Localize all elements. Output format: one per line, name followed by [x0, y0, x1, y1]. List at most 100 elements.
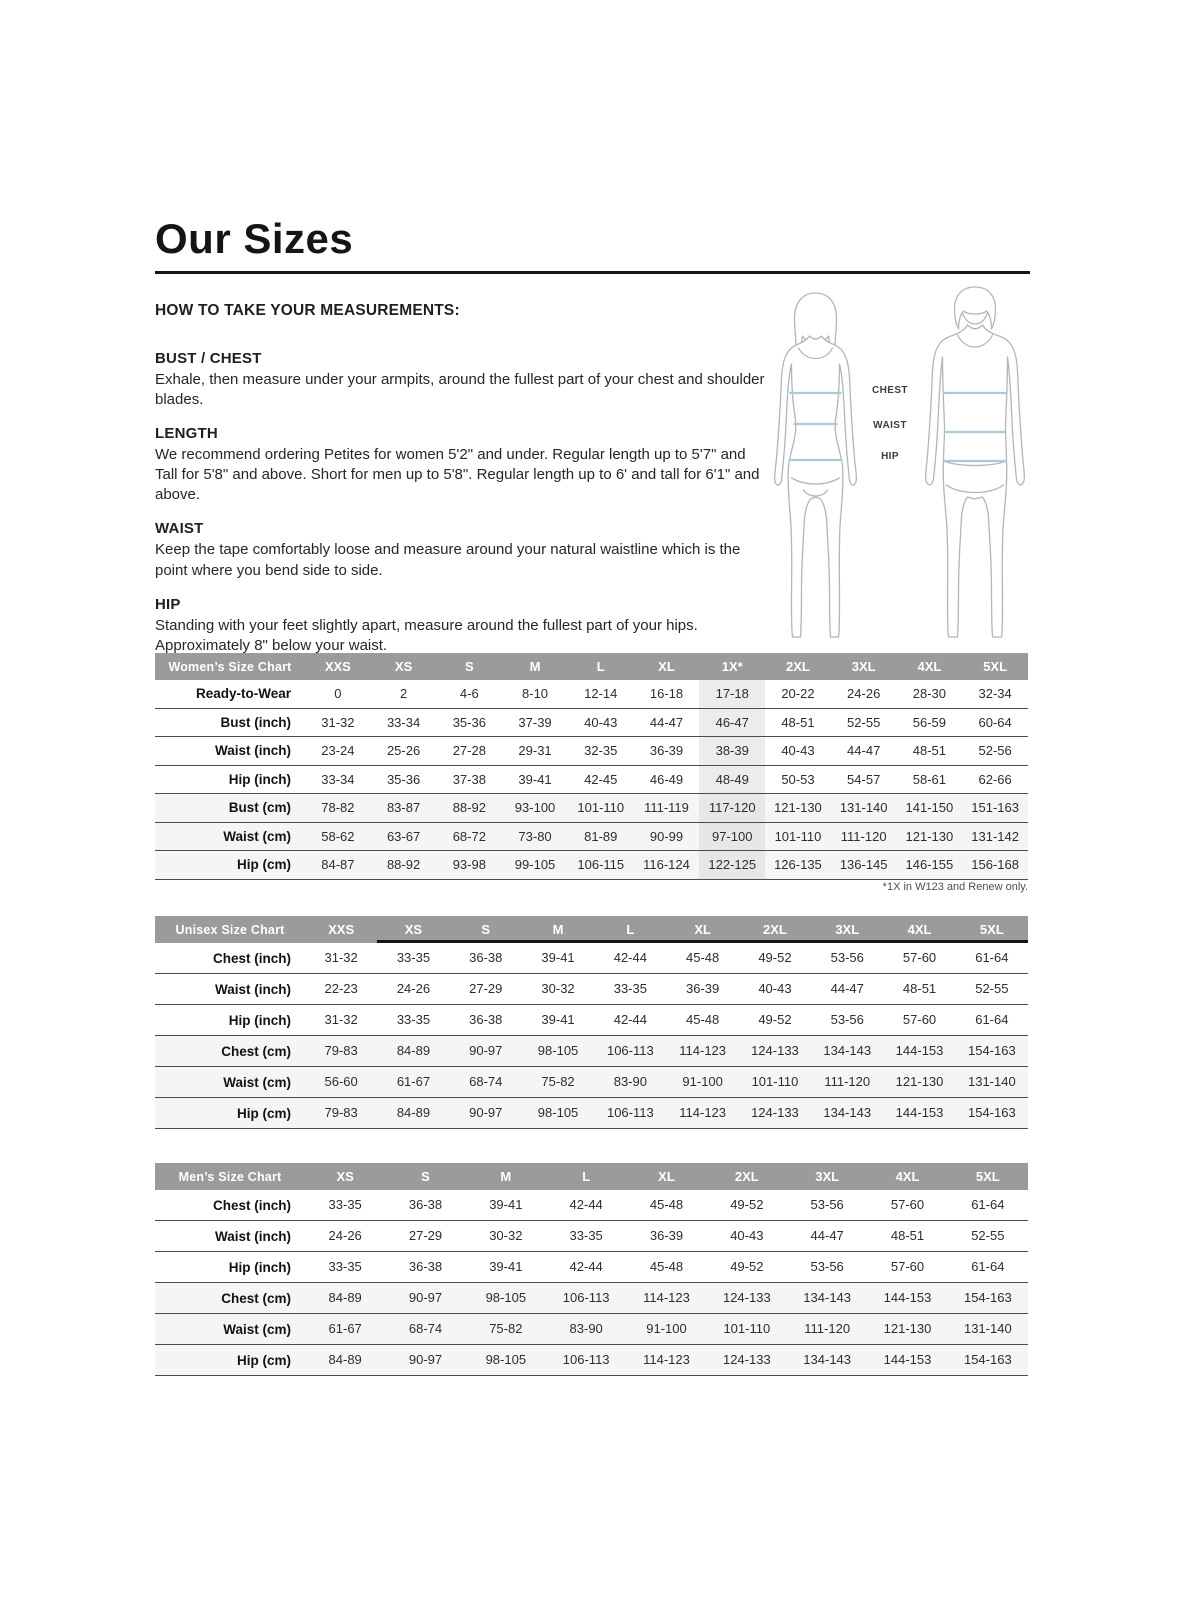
size-cell: 40-43 — [584, 714, 618, 730]
size-cell: 27-29 — [408, 1228, 443, 1243]
table-row: Chest (cm) 79-83 84-89 90-97 98-105 106-113 11… — [155, 1036, 1028, 1067]
size-cell: 23-24 — [321, 743, 355, 758]
size-cell: 154-163 — [967, 1043, 1016, 1058]
size-cell: 33-35 — [613, 981, 647, 996]
column-header: M — [522, 916, 594, 943]
size-cell: 8-10 — [522, 686, 549, 701]
unisex-size-table: Unisex Size Chart XXS XS S M L XL 2XL 3XL 4XL 5XL C… — [155, 916, 1028, 1129]
size-cell: 111-120 — [824, 1074, 871, 1089]
table-row: Hip (inch) 33-35 36-38 39-41 42-44 45-48 49-52… — [155, 1252, 1028, 1283]
row-label: Chest (inch) — [212, 950, 291, 966]
size-cell: 131-140 — [839, 800, 888, 815]
size-cell: 44-47 — [830, 981, 864, 996]
size-cell: 48-51 — [902, 981, 937, 996]
column-header: S — [421, 1169, 430, 1184]
size-cell: 48-51 — [890, 1228, 925, 1243]
size-cell: 36-38 — [408, 1259, 443, 1274]
column-header: L — [582, 1169, 591, 1184]
size-cell: 49-52 — [730, 1259, 764, 1274]
column-header: XXS — [328, 922, 355, 937]
table-row: Hip (cm) 84-89 90-97 98-105 106-113 114-123 12… — [155, 1345, 1028, 1376]
column-header: 2XL — [734, 1169, 759, 1184]
size-cell: 68-74 — [408, 1321, 443, 1336]
size-cell: 134-143 — [823, 1105, 872, 1120]
column-header: XL — [658, 1169, 675, 1184]
size-cell: 79-83 — [324, 1043, 358, 1058]
size-cell: 2 — [399, 686, 408, 701]
size-cell: 49-52 — [730, 1197, 764, 1212]
size-cell: 144-153 — [883, 1352, 932, 1367]
size-cell: 131-140 — [967, 1074, 1016, 1089]
size-cell: 31-32 — [324, 950, 358, 965]
how-to-heading: HOW TO TAKE YOUR MEASUREMENTS: — [155, 302, 460, 319]
column-header: M — [500, 1169, 512, 1184]
size-cell: 36-38 — [469, 950, 503, 965]
size-cell: 17-18 — [699, 680, 766, 708]
size-cell: 114-123 — [643, 1352, 690, 1367]
size-cell: 24-26 — [847, 686, 881, 701]
table-title: Women’s Size Chart — [168, 659, 292, 674]
size-cell: 61-64 — [975, 950, 1009, 965]
size-cell: 91-100 — [646, 1321, 687, 1336]
column-header: XXS — [324, 659, 351, 674]
size-cell: 52-56 — [978, 743, 1012, 758]
section-waist: WAIST Keep the tape comfortably loose an… — [155, 520, 767, 580]
size-cell: 37-39 — [518, 714, 552, 730]
size-cell: 101-110 — [723, 1321, 771, 1336]
size-cell: 111-120 — [840, 828, 887, 844]
size-cell: 146-155 — [905, 857, 954, 872]
male-figure-illustration — [925, 286, 1025, 638]
table-header-row: Men’s Size Chart XS S M L XL 2XL 3XL 4XL 5XL — [155, 1163, 1028, 1190]
size-cell: 62-66 — [978, 771, 1012, 787]
male-waistband — [942, 460, 1008, 467]
size-cell: 114-123 — [679, 1043, 727, 1058]
male-hair — [953, 286, 997, 330]
size-cell: 106-113 — [606, 1105, 654, 1120]
table-row: Hip (inch) 31-32 33-35 36-38 39-41 42-44 45-48… — [155, 1005, 1028, 1036]
column-header: XS — [377, 916, 449, 943]
size-cell: 53-56 — [830, 950, 864, 965]
size-cell: 111-119 — [644, 800, 689, 815]
size-cell: 136-145 — [839, 857, 888, 872]
size-cell: 40-43 — [781, 743, 815, 758]
size-cell: 45-48 — [649, 1259, 684, 1274]
size-cell: 61-67 — [396, 1074, 431, 1089]
table-row: Waist (inch) 24-26 27-29 30-32 33-35 36-39 40-… — [155, 1221, 1028, 1252]
size-cell: 39-41 — [518, 771, 552, 787]
size-cell: 35-36 — [452, 714, 486, 730]
size-cell: 52-55 — [847, 714, 881, 730]
male-body-outline — [925, 324, 1025, 638]
size-cell: 111-120 — [804, 1321, 851, 1336]
column-header: XS — [394, 659, 413, 674]
size-cell: 131-140 — [963, 1321, 1012, 1336]
column-header: 4XL — [917, 659, 942, 674]
size-cell: 88-92 — [386, 857, 421, 872]
section-heading: LENGTH — [155, 425, 218, 443]
size-cell: 36-38 — [408, 1197, 443, 1212]
row-label: Waist (cm) — [223, 828, 291, 844]
size-cell: 40-43 — [730, 1228, 764, 1243]
column-header: 2XL — [739, 916, 811, 943]
row-label: Chest (cm) — [221, 1043, 291, 1059]
size-cell: 84-89 — [396, 1105, 431, 1120]
size-cell: 90-97 — [408, 1290, 443, 1305]
size-cell: 75-82 — [489, 1321, 523, 1336]
size-cell: 101-110 — [577, 800, 625, 815]
size-cell: 33-35 — [396, 950, 431, 965]
size-cell: 52-55 — [975, 981, 1009, 996]
size-cell: 49-52 — [758, 950, 792, 965]
size-cell: 68-74 — [469, 1074, 503, 1089]
size-cell: 79-83 — [324, 1105, 358, 1120]
size-cell: 121-130 — [774, 800, 822, 815]
size-cell: 48-51 — [912, 743, 947, 758]
size-cell: 30-32 — [489, 1228, 523, 1243]
size-cell: 60-64 — [978, 714, 1012, 730]
size-cell: 117-120 — [699, 794, 766, 822]
size-cell: 39-41 — [541, 950, 575, 965]
size-cell: 42-44 — [569, 1259, 603, 1274]
size-cell: 53-56 — [810, 1259, 844, 1274]
table-row: Waist (inch) 23-24 25-26 27-28 29-31 32-35 36-… — [155, 737, 1028, 766]
size-cell: 45-48 — [686, 950, 720, 965]
size-cell: 97-100 — [699, 822, 766, 850]
